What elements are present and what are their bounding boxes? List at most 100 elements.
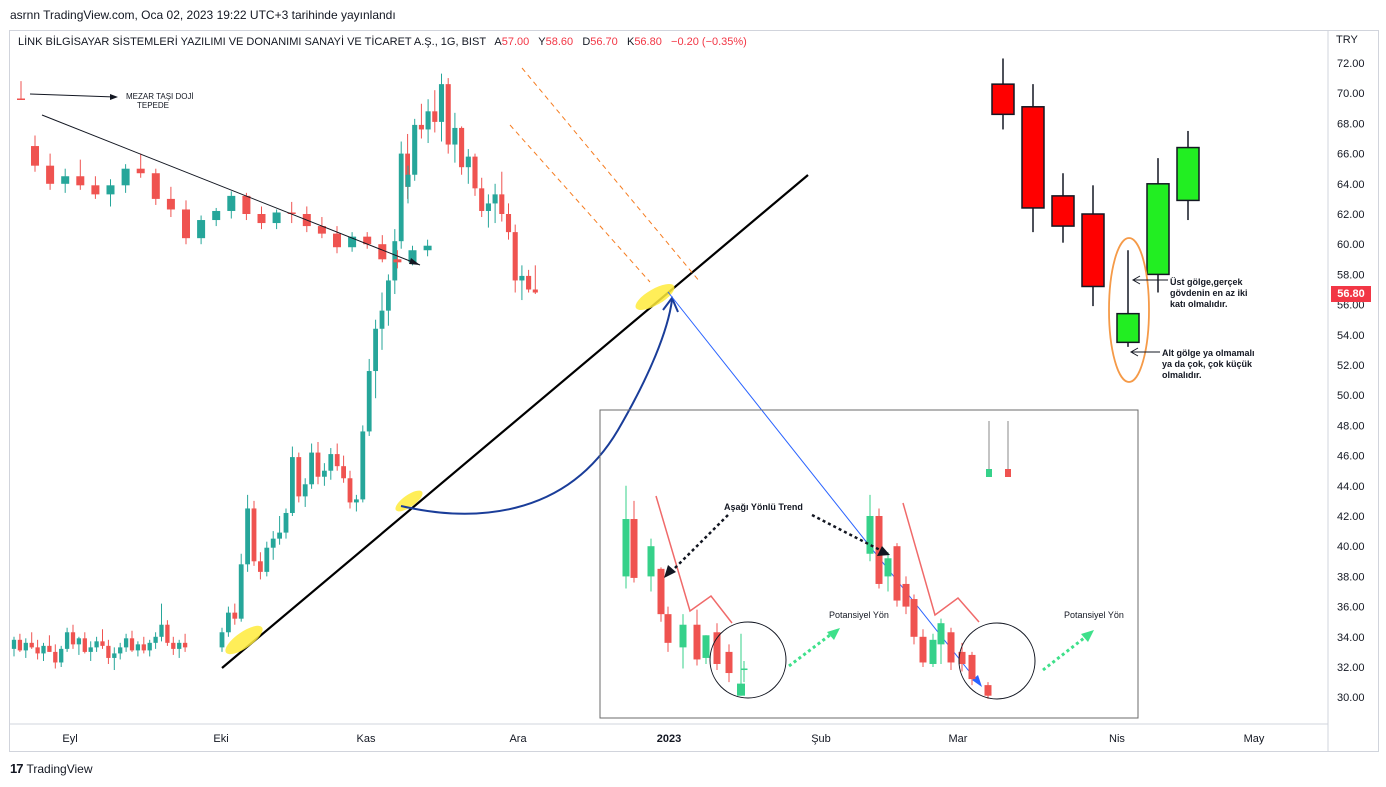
candle-body — [432, 111, 438, 122]
candle-body — [366, 371, 372, 432]
candle-body — [622, 519, 630, 577]
candle-body — [123, 638, 129, 648]
candle-body — [737, 683, 745, 696]
candle-body — [151, 173, 160, 199]
candle-body — [76, 176, 85, 186]
candle-body — [315, 452, 321, 477]
candle-body — [283, 512, 289, 533]
time-tick-label: Kas — [357, 733, 376, 745]
candle-body — [363, 236, 372, 245]
candle-body — [347, 478, 353, 503]
last-price-tag: 56.80 — [1331, 286, 1371, 302]
candle-body — [302, 484, 308, 497]
channel-upper — [521, 67, 701, 283]
candle-body — [919, 636, 927, 663]
price-tick-label: 62.00 — [1337, 209, 1365, 221]
candle-body — [519, 275, 525, 281]
candle-body — [630, 519, 638, 578]
downtrend-arrow-right-head — [877, 546, 890, 556]
candle-body — [272, 212, 281, 224]
big-candle-body — [991, 83, 1015, 116]
gravestone-label-line2: TEPEDE — [137, 101, 169, 110]
candle-body — [94, 641, 99, 648]
candle-body — [485, 203, 491, 211]
price-axis[interactable]: 72.00 70.00 68.00 66.00 64.00 62.00 60.00 58.00… — [1327, 30, 1365, 752]
big-candle-body — [1051, 195, 1075, 227]
candle-body — [328, 454, 334, 471]
candle-body — [88, 647, 93, 652]
published-line: asrnn TradingView.com, Oca 02, 2023 19:2… — [10, 8, 396, 22]
candle-body — [937, 623, 945, 645]
candle-body — [264, 547, 270, 572]
candle-body — [438, 84, 445, 122]
candle-body — [197, 220, 206, 239]
candle-body — [270, 538, 276, 548]
price-tick-label: 66.00 — [1337, 149, 1365, 161]
time-axis[interactable]: Eyl Eki Kas Ara 2023 Şub Mar Nis May — [9, 723, 1328, 745]
candle-body — [393, 259, 402, 263]
time-tick-label: May — [1244, 733, 1265, 745]
upper-trendline-arrow-head — [409, 258, 420, 265]
candle-body — [884, 558, 892, 577]
price-tick-label: 64.00 — [1337, 179, 1365, 191]
candle-body — [532, 289, 538, 293]
price-tick-label: 52.00 — [1337, 360, 1365, 372]
candle-body — [725, 651, 733, 674]
price-tick-label: 44.00 — [1337, 481, 1365, 493]
price-tick-label: 50.00 — [1337, 390, 1365, 402]
candle-body — [232, 612, 238, 619]
projection-line — [667, 291, 981, 686]
tradingview-logo-icon: 17 — [10, 761, 24, 776]
hammer-highlight-ellipse — [1108, 237, 1150, 383]
candle-body — [59, 648, 64, 663]
candle-body — [82, 638, 87, 652]
price-tick-label: 30.00 — [1337, 692, 1365, 704]
candles-layer — [11, 73, 538, 671]
candle-body — [740, 668, 748, 671]
candle-body — [354, 499, 359, 503]
candle-body — [166, 198, 175, 210]
candle-body — [459, 127, 465, 168]
gravestone-arrow-head — [110, 94, 118, 100]
candle-body — [182, 209, 190, 239]
candle-body — [499, 194, 505, 214]
candle-body — [242, 195, 251, 214]
candle-body — [106, 185, 115, 195]
price-tick-label: 54.00 — [1337, 330, 1365, 342]
downtrend-arrow-left — [669, 514, 729, 574]
candle-body — [287, 212, 296, 214]
candle-body — [112, 653, 117, 658]
candle-body — [929, 639, 937, 664]
potential-arrow-left — [788, 630, 835, 668]
candle-body — [23, 642, 28, 651]
highlight-dec — [635, 284, 675, 310]
candle-body — [46, 165, 55, 184]
candle-body — [11, 639, 17, 649]
candle-body — [61, 176, 70, 184]
price-tick-label: 70.00 — [1337, 88, 1365, 100]
big-candle-body — [1021, 106, 1045, 209]
candle-body — [341, 466, 346, 479]
candle-body — [227, 195, 236, 211]
candle-body — [121, 168, 130, 186]
open-label: A — [494, 36, 502, 48]
candle-body — [425, 111, 431, 130]
candle-body — [713, 632, 721, 664]
time-tick-label: Eki — [213, 733, 228, 745]
candle-body — [141, 644, 146, 651]
price-tick-label: 46.00 — [1337, 451, 1365, 463]
candle-body — [245, 508, 250, 565]
time-tick-label: Şub — [811, 733, 831, 745]
candle-body — [129, 638, 135, 651]
upper-shadow-note-line: gövdenin en az iki — [1170, 288, 1248, 298]
chart-frame[interactable] — [9, 30, 1379, 752]
candle-body — [317, 226, 326, 234]
change-value: −0.20 (−0.35%) — [671, 36, 747, 48]
candle-body — [405, 174, 411, 187]
candle-body — [465, 156, 471, 168]
upper-shadow-arrow-head — [1131, 275, 1141, 285]
price-tick-label: 40.00 — [1337, 541, 1365, 553]
candle-body — [360, 431, 366, 500]
inset-box — [599, 409, 1139, 719]
